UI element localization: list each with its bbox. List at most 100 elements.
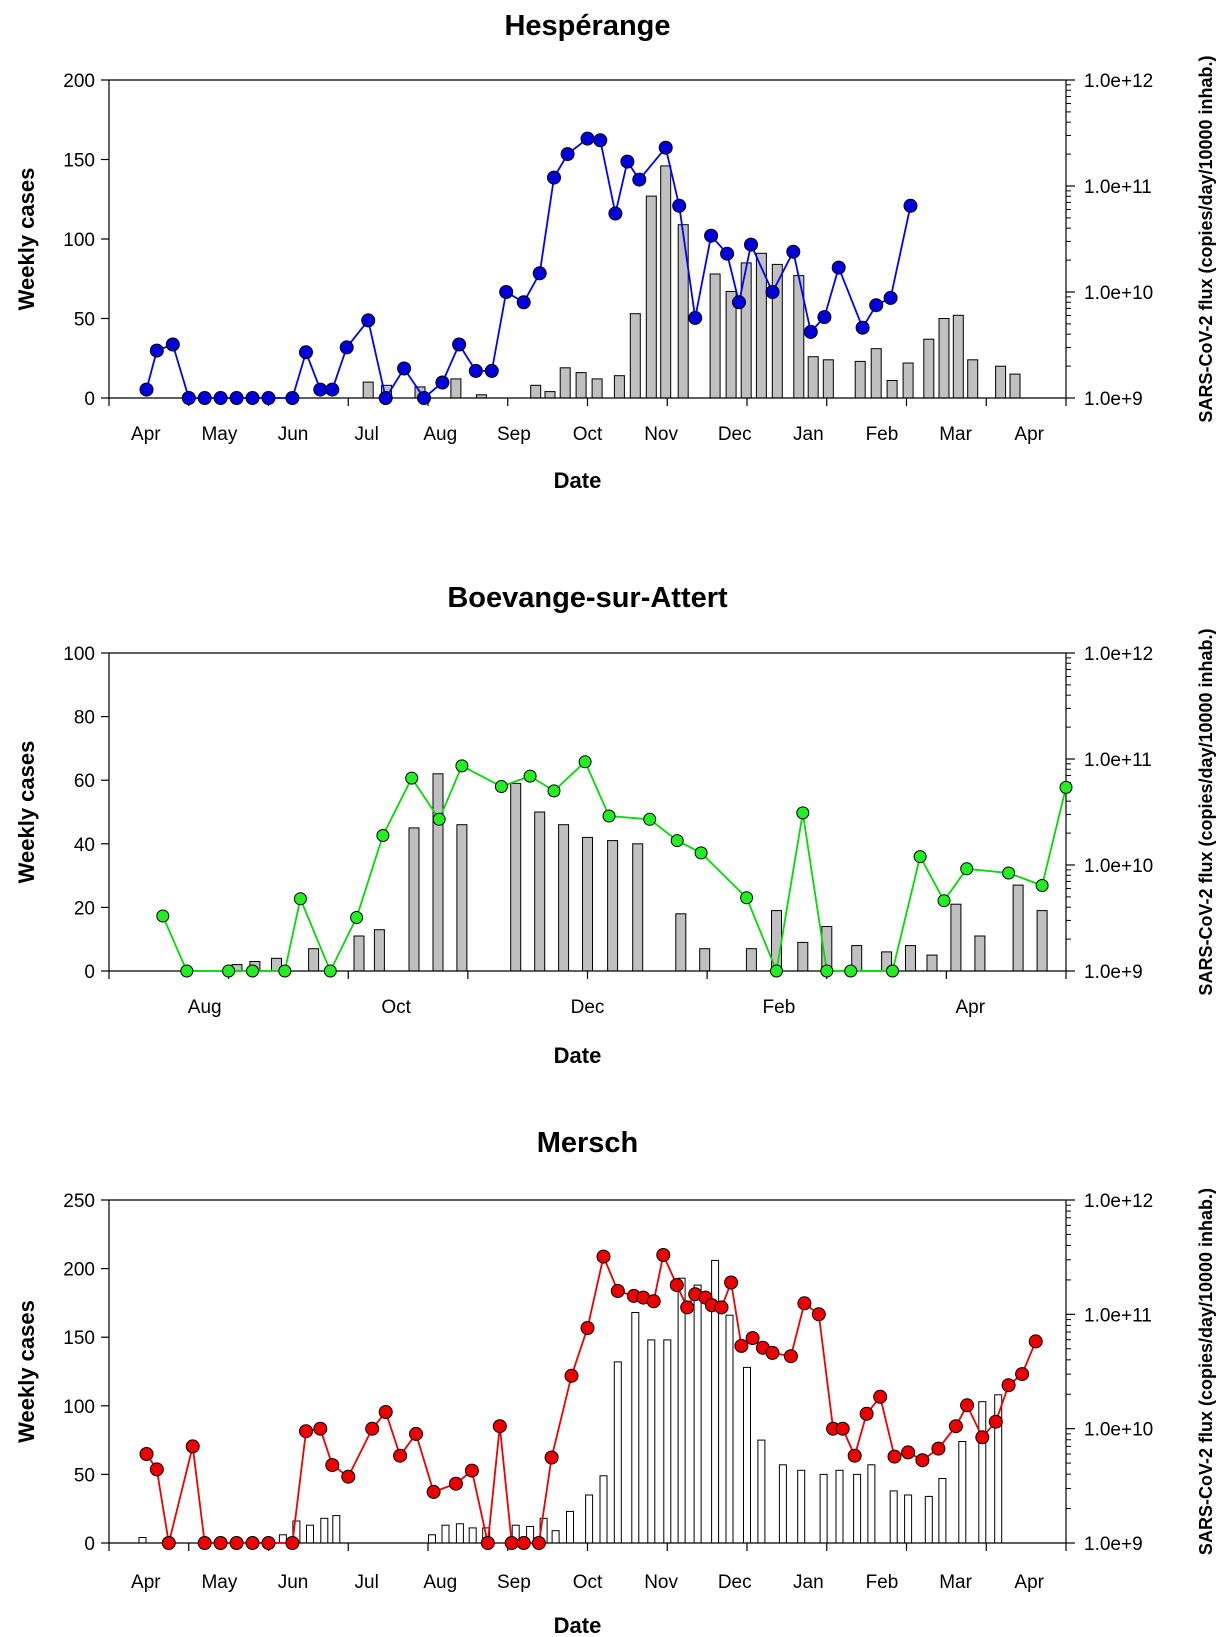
cases-bar <box>575 372 587 399</box>
flux-point <box>704 228 719 243</box>
flux-point <box>494 780 508 793</box>
x-tick-label: Feb <box>763 997 796 1018</box>
y-tick-label: 0 <box>84 1534 95 1555</box>
flux-point <box>293 892 307 906</box>
cases-bar <box>699 948 711 972</box>
y2-tick-label: 1.0e+12 <box>1084 71 1153 92</box>
y2-tick-label: 1.0e+12 <box>1084 644 1153 665</box>
x-tick-label: Jul <box>355 424 379 445</box>
mersch-panel: Mersch 0 50 100 150 200 250 1.0e+9 1.0e+10 1.0e+1… <box>14 1127 1216 1637</box>
flux-point <box>393 1448 408 1463</box>
cases-bar <box>138 1537 147 1544</box>
cases-bar <box>778 1464 787 1544</box>
flux-point <box>229 391 244 405</box>
flux-point <box>156 909 170 923</box>
cases-bar <box>819 1473 828 1544</box>
x-axis-label: Date <box>554 1613 602 1637</box>
flux-point <box>873 1389 888 1404</box>
cases-bar <box>854 360 866 399</box>
cases-bar <box>905 945 916 972</box>
flux-point <box>901 1445 916 1460</box>
y2-tick-label: 1.0e+11 <box>1084 177 1152 198</box>
flux-point <box>516 295 531 310</box>
cases-bar <box>308 948 320 972</box>
cases-bar <box>663 1339 672 1544</box>
x-tick-label: Aug <box>188 997 222 1018</box>
cases-bar <box>1036 910 1048 972</box>
flux-point <box>724 1275 739 1290</box>
x-tick-label: May <box>201 1572 237 1593</box>
y-axis-label: Weekly cases <box>14 741 39 884</box>
cases-bar <box>607 840 619 972</box>
flux-point <box>499 285 514 299</box>
y-tick-label: 200 <box>63 71 95 92</box>
x-axis-label: Date <box>554 1043 602 1068</box>
flux-point <box>378 391 393 405</box>
flux-point <box>417 391 431 405</box>
y-tick-label: 250 <box>63 1191 95 1212</box>
flux-point <box>397 361 412 376</box>
flux-point <box>299 345 313 360</box>
cases-bar <box>629 313 641 399</box>
flux-point <box>672 198 687 213</box>
cases-bar <box>408 827 420 972</box>
cases-bar <box>743 1366 751 1544</box>
cases-bar <box>677 224 689 399</box>
y-axis-label: Weekly cases <box>14 168 39 311</box>
y-tick-label: 20 <box>74 898 95 919</box>
flux-point <box>734 1338 749 1353</box>
flux-point <box>139 1447 154 1461</box>
flux-point <box>669 1278 684 1293</box>
cases-bar <box>441 1524 450 1544</box>
x-tick-label: Jan <box>793 1572 824 1593</box>
x-tick-label: Mar <box>939 424 972 445</box>
x-tick-label: Apr <box>956 997 986 1018</box>
flux-point <box>564 1368 579 1383</box>
cases-bar <box>677 1277 686 1544</box>
cases-bar <box>591 378 603 399</box>
flux-point <box>1001 1378 1016 1393</box>
flux-point <box>547 170 561 185</box>
cases-bar <box>745 948 757 972</box>
flux-point <box>139 382 154 397</box>
x-tick-label: Jul <box>355 1572 379 1593</box>
flux-point <box>903 198 918 213</box>
flux-point <box>452 337 467 352</box>
flux-point <box>948 1419 963 1434</box>
cases-bar <box>456 824 468 972</box>
flux-point <box>596 1249 611 1264</box>
cases-bar <box>952 314 964 399</box>
y2-axis-label: SARS-CoV-2 flux (copies/day/10000 inhab.… <box>1196 1188 1216 1555</box>
flux-point <box>435 375 450 390</box>
cases-bar <box>660 165 672 399</box>
cases-bar <box>797 1469 806 1544</box>
flux-point <box>323 964 337 978</box>
flux-point <box>883 290 898 305</box>
y2-tick-label: 1.0e+9 <box>1084 962 1143 983</box>
flux-point <box>632 172 647 187</box>
flux-point <box>350 911 364 924</box>
cases-bar <box>544 391 556 399</box>
y2-axis-label: SARS-CoV-2 flux (copies/day/10000 inhab.… <box>1196 55 1216 422</box>
flux-point <box>464 1463 479 1478</box>
x-tick-label: Aug <box>423 1572 457 1593</box>
y2-tick-label: 1.0e+11 <box>1084 750 1152 771</box>
y-tick-label: 100 <box>63 644 95 665</box>
y-tick-label: 40 <box>74 835 95 856</box>
flux-point <box>931 1441 946 1456</box>
flux-point <box>181 391 196 405</box>
cases-bar <box>995 365 1007 399</box>
flux-point <box>975 1430 990 1445</box>
cases-bar <box>632 843 644 972</box>
flux-point <box>325 1458 340 1473</box>
flux-point <box>656 1248 671 1262</box>
y-tick-label: 100 <box>63 1397 95 1418</box>
x-tick-label: Nov <box>644 1572 678 1593</box>
flux-point <box>1015 1367 1030 1382</box>
cases-bar <box>278 1534 287 1544</box>
cases-bar <box>725 1314 734 1544</box>
x-tick-label: Feb <box>866 1572 899 1593</box>
flux-point <box>610 1284 625 1298</box>
flux-point <box>770 964 783 978</box>
cases-bar <box>1009 373 1021 399</box>
